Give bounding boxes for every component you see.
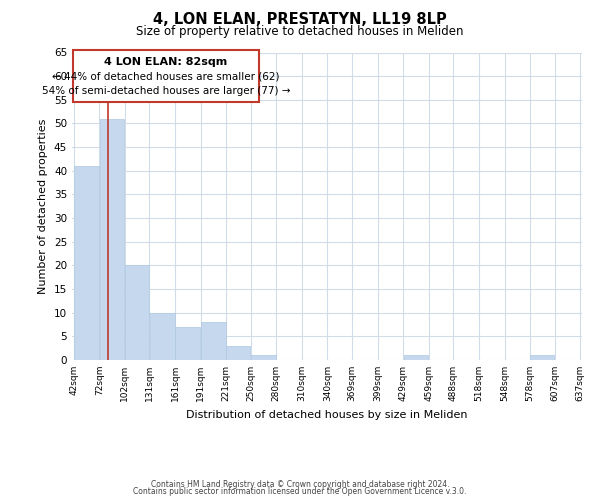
Text: 4 LON ELAN: 82sqm: 4 LON ELAN: 82sqm (104, 56, 228, 66)
Bar (530, 356, 554, 360)
Bar (404, 356, 428, 360)
Bar (251, 356, 276, 360)
Text: Size of property relative to detached houses in Meliden: Size of property relative to detached ho… (136, 25, 464, 38)
Bar (175, 327, 200, 360)
Bar (74, 166, 99, 360)
Text: Contains public sector information licensed under the Open Government Licence v.: Contains public sector information licen… (133, 488, 467, 496)
Y-axis label: Number of detached properties: Number of detached properties (38, 118, 49, 294)
Bar (100, 118, 124, 360)
Text: ← 44% of detached houses are smaller (62): ← 44% of detached houses are smaller (62… (52, 71, 280, 81)
Text: 54% of semi-detached houses are larger (77) →: 54% of semi-detached houses are larger (… (42, 86, 290, 96)
Bar (125, 266, 149, 360)
FancyBboxPatch shape (73, 50, 259, 102)
Text: 4, LON ELAN, PRESTATYN, LL19 8LP: 4, LON ELAN, PRESTATYN, LL19 8LP (153, 12, 447, 28)
Bar (201, 322, 226, 360)
Text: Contains HM Land Registry data © Crown copyright and database right 2024.: Contains HM Land Registry data © Crown c… (151, 480, 449, 489)
Bar (226, 346, 250, 360)
Bar (150, 312, 175, 360)
X-axis label: Distribution of detached houses by size in Meliden: Distribution of detached houses by size … (186, 410, 468, 420)
